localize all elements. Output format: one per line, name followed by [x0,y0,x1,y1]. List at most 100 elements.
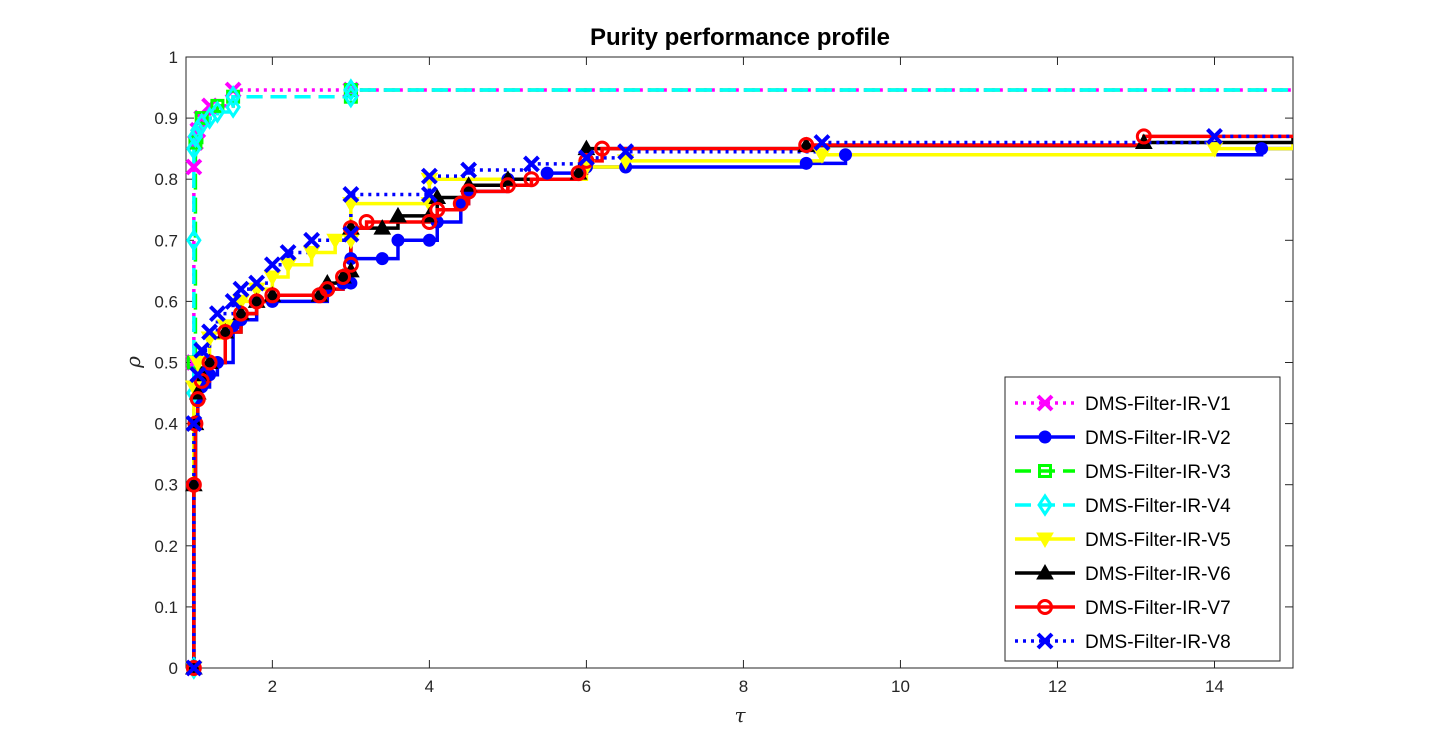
legend-marker [1036,632,1054,650]
data-point [373,219,392,235]
legend-marker [1036,394,1054,412]
data-point [594,140,611,157]
data-point [1206,128,1223,145]
data-point [187,124,204,149]
data-point [201,323,218,341]
y-axis-ticks: 0 0.1 0.2 0.3 0.4 0.5 0.6 0.7 0.8 0.9 1 [154,48,1293,678]
x-tick-label: 14 [1205,677,1224,696]
data-point [279,244,297,261]
data-point [391,233,405,247]
legend-entry: DMS-Filter-IR-V6 [1085,564,1231,585]
legend-marker [1036,532,1054,549]
y-axis-label: ρ [121,356,145,369]
data-point [342,256,359,273]
data-point [523,155,540,173]
data-point [422,233,436,247]
data-point [279,258,297,274]
data-point [420,167,438,185]
legend-entry: DMS-Filter-IR-V4 [1085,496,1231,517]
data-point [420,186,438,203]
series-line-8 [192,134,1293,668]
data-point [185,660,202,676]
y-tick-label: 0.9 [154,109,178,128]
data-point [303,231,321,249]
x-tick-label: 12 [1048,677,1067,696]
y-tick-label: 0.2 [154,537,178,556]
data-point [186,136,202,161]
data-point [335,268,352,285]
data-point [342,225,360,243]
x-tick-label: 10 [891,677,910,696]
y-tick-label: 1 [169,48,178,67]
data-point [799,156,813,170]
data-point [460,183,477,200]
data-point [813,134,831,151]
legend-entry: DMS-Filter-IR-V5 [1085,530,1231,551]
data-point [224,292,242,310]
data-point [540,166,554,180]
data-point [248,274,266,292]
data-point [187,415,204,432]
chart-title: Purity performance profile [590,24,890,51]
data-point [798,136,815,153]
data-point [225,95,241,119]
series-markers [184,78,1269,680]
y-tick-label: 0.3 [154,476,178,495]
data-point [189,118,206,143]
data-point [813,148,831,164]
x-axis-ticks: 2 4 6 8 10 12 14 [268,57,1224,696]
legend: DMS-Filter-IR-V1 DMS-Filter-IR-V2 DMS-Filt… [1004,376,1281,662]
legend-box [1004,376,1281,662]
y-tick-label: 0.8 [154,170,178,189]
data-point [570,165,587,182]
x-tick-label: 4 [425,677,434,696]
data-point [1135,128,1152,145]
legend-entry: DMS-Filter-IR-V3 [1085,462,1231,483]
data-point [389,206,407,223]
data-point [248,293,265,310]
data-point [189,391,206,408]
data-point [1255,142,1269,156]
legend-entry: DMS-Filter-IR-V8 [1085,632,1231,653]
x-axis-label: τ [734,703,746,727]
data-point [343,78,359,102]
data-point [319,281,336,298]
data-point [209,100,226,124]
y-tick-label: 0.5 [154,354,178,373]
data-point [326,233,345,250]
data-point [375,252,389,266]
data-point [208,305,226,323]
series-line-1 [192,88,1293,668]
data-point [429,201,446,218]
data-point [189,366,207,384]
y-tick-label: 0.6 [154,292,178,311]
legend-marker [1036,563,1054,580]
data-point [523,171,540,188]
legend-entry: DMS-Filter-IR-V2 [1085,428,1231,449]
data-point [193,372,210,389]
legend-marker [1037,599,1053,615]
data-point [617,143,635,161]
legend-entry: DMS-Filter-IR-V1 [1085,394,1231,415]
y-tick-label: 0.4 [154,415,178,434]
series-markers-7 [185,128,1152,676]
data-point [186,228,202,253]
x-tick-label: 6 [582,677,591,696]
legend-marker [1037,493,1053,517]
data-point [358,213,375,230]
data-point [185,476,202,493]
data-point [1205,142,1224,158]
data-point [302,246,321,262]
data-point [838,148,852,162]
data-point [185,415,203,433]
data-point [193,341,211,359]
data-point [185,158,203,176]
data-point [263,256,281,274]
series-markers-8 [185,128,1223,677]
data-point [452,195,469,212]
data-point [499,177,516,194]
data-point [577,149,595,167]
legend-marker [1038,430,1052,444]
legend-entry: DMS-Filter-IR-V7 [1085,598,1231,619]
